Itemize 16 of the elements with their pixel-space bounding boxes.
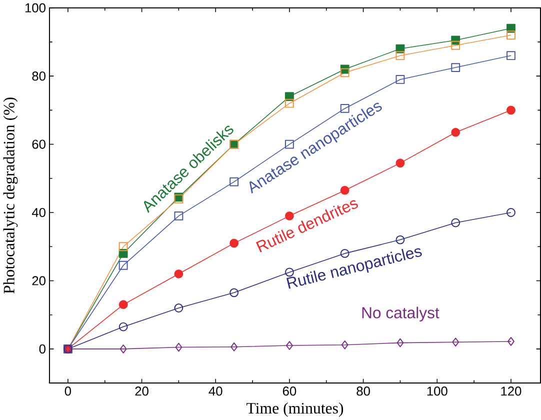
y-tick-label: 80 bbox=[32, 71, 46, 81]
x-tick-label: 100 bbox=[427, 386, 448, 396]
y-tick-label: 20 bbox=[32, 276, 46, 286]
series-label: No catalyst bbox=[362, 306, 440, 322]
x-tick-label: 20 bbox=[135, 386, 148, 396]
x-tick-label: 60 bbox=[282, 386, 296, 396]
y-tick-label: 60 bbox=[32, 140, 46, 149]
y-axis-title: Photocatalytic degradation (%) bbox=[3, 98, 18, 294]
x-tick-label: 40 bbox=[208, 386, 222, 396]
y-tick-label: 100 bbox=[25, 3, 46, 12]
x-axis-title: Time (minutes) bbox=[246, 402, 344, 417]
x-tick-label: 0 bbox=[64, 386, 72, 396]
x-tick-label: 120 bbox=[501, 386, 522, 396]
x-tick-label: 80 bbox=[356, 386, 370, 396]
y-tick-label: 40 bbox=[32, 208, 46, 217]
y-tick-label: 0 bbox=[39, 344, 46, 354]
